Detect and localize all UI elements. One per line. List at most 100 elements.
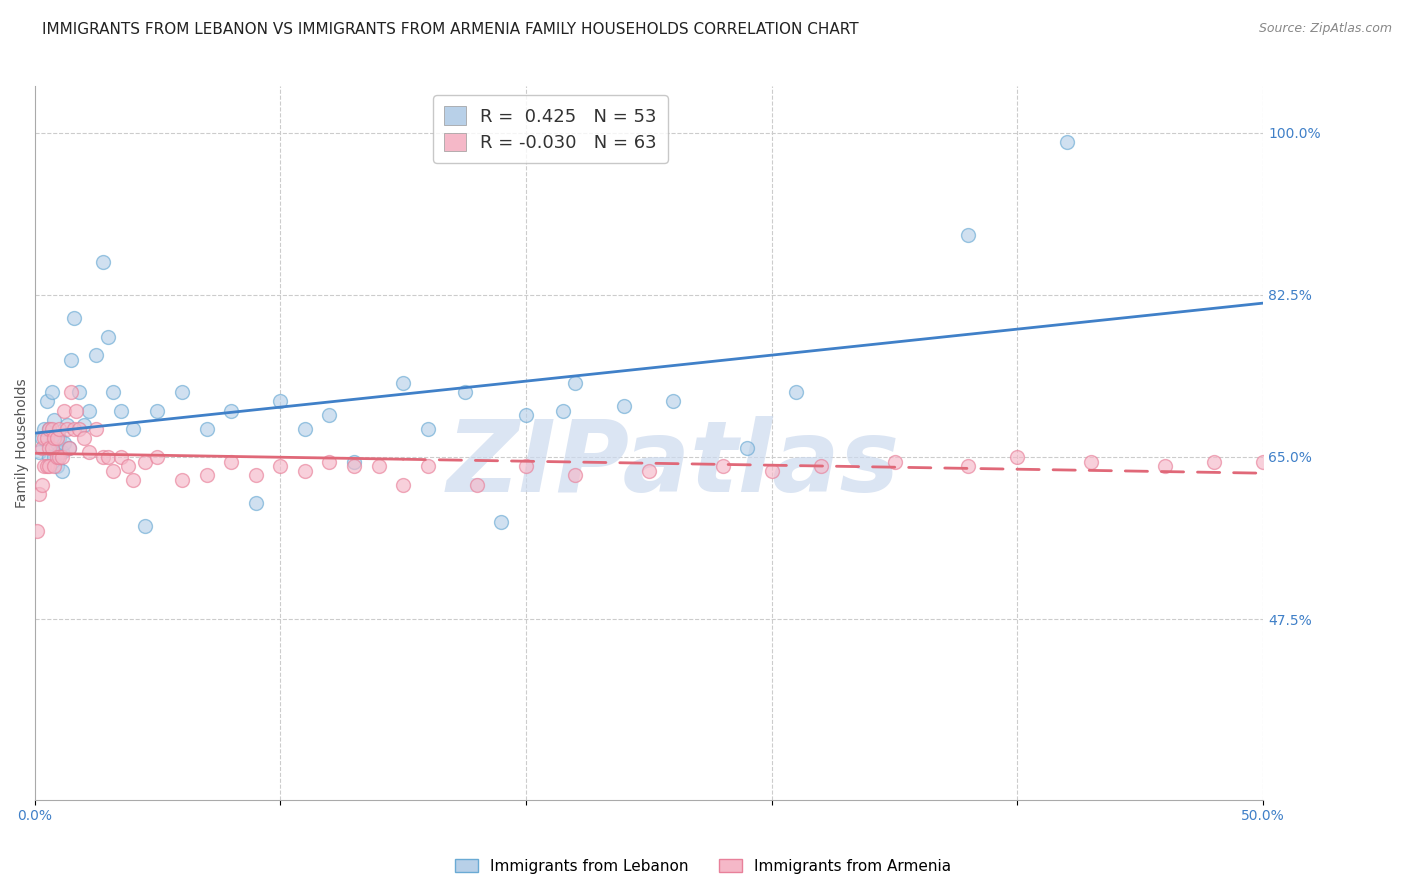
Point [41, 422, 63, 436]
Point [269, 394, 291, 409]
Point [41, 436, 63, 450]
Point [67, 422, 90, 436]
Point [38, 450, 60, 464]
Point [103, 464, 125, 478]
Point [31, 441, 53, 455]
Point [51, 450, 73, 464]
Point [77, 445, 100, 459]
Point [416, 459, 439, 474]
Legend: R =  0.425   N = 53, R = -0.030   N = 63: R = 0.425 N = 53, R = -0.030 N = 63 [433, 95, 668, 163]
Point [662, 394, 685, 409]
Point [318, 409, 340, 423]
Point [551, 403, 574, 417]
Point [195, 422, 218, 436]
Point [34, 459, 56, 474]
Point [1056, 135, 1078, 149]
Point [564, 376, 586, 390]
Y-axis label: Family Households: Family Households [15, 378, 30, 508]
Point [294, 464, 316, 478]
Point [45, 459, 67, 474]
Point [465, 477, 488, 491]
Point [51, 445, 73, 459]
Point [810, 459, 832, 474]
Point [53, 403, 76, 417]
Point [41, 385, 63, 400]
Point [73, 432, 96, 446]
Point [53, 436, 76, 450]
Point [35, 459, 58, 474]
Point [1251, 454, 1274, 468]
Point [269, 459, 291, 474]
Point [1007, 450, 1029, 464]
Point [38, 422, 60, 436]
Point [31, 432, 53, 446]
Point [1154, 459, 1177, 474]
Point [883, 454, 905, 468]
Point [146, 403, 169, 417]
Point [65, 403, 87, 417]
Point [67, 385, 90, 400]
Point [453, 385, 475, 400]
Point [44, 432, 66, 446]
Point [55, 417, 77, 432]
Point [38, 422, 60, 436]
Point [170, 473, 193, 487]
Point [245, 496, 267, 510]
Text: IMMIGRANTS FROM LEBANON VS IMMIGRANTS FROM ARMENIA FAMILY HOUSEHOLDS CORRELATION: IMMIGRANTS FROM LEBANON VS IMMIGRANTS FR… [42, 22, 859, 37]
Point [134, 519, 156, 533]
Point [110, 450, 132, 464]
Point [73, 417, 96, 432]
Point [45, 432, 67, 446]
Point [34, 422, 56, 436]
Point [93, 255, 115, 269]
Point [957, 459, 980, 474]
Point [45, 436, 67, 450]
Point [97, 329, 120, 343]
Point [219, 454, 242, 468]
Point [121, 473, 143, 487]
Point [146, 450, 169, 464]
Point [294, 422, 316, 436]
Point [245, 468, 267, 483]
Point [51, 464, 73, 478]
Point [343, 459, 366, 474]
Point [515, 459, 537, 474]
Point [711, 459, 734, 474]
Point [343, 454, 366, 468]
Point [58, 441, 80, 455]
Point [1202, 454, 1225, 468]
Point [97, 450, 120, 464]
Point [28, 487, 51, 501]
Point [63, 422, 86, 436]
Point [134, 454, 156, 468]
Point [170, 385, 193, 400]
Point [60, 385, 83, 400]
Point [31, 477, 53, 491]
Point [28, 445, 51, 459]
Point [34, 432, 56, 446]
Point [35, 394, 58, 409]
Point [219, 403, 242, 417]
Point [110, 403, 132, 417]
Point [48, 422, 70, 436]
Point [1080, 454, 1102, 468]
Point [84, 348, 107, 362]
Point [38, 459, 60, 474]
Point [58, 441, 80, 455]
Point [77, 403, 100, 417]
Point [44, 413, 66, 427]
Point [93, 450, 115, 464]
Point [735, 441, 758, 455]
Point [416, 422, 439, 436]
Text: Source: ZipAtlas.com: Source: ZipAtlas.com [1258, 22, 1392, 36]
Point [55, 422, 77, 436]
Point [103, 385, 125, 400]
Point [48, 432, 70, 446]
Legend: Immigrants from Lebanon, Immigrants from Armenia: Immigrants from Lebanon, Immigrants from… [449, 853, 957, 880]
Point [48, 450, 70, 464]
Point [785, 385, 807, 400]
Text: ZIPatlas: ZIPatlas [447, 416, 900, 513]
Point [44, 459, 66, 474]
Point [491, 515, 513, 529]
Point [41, 441, 63, 455]
